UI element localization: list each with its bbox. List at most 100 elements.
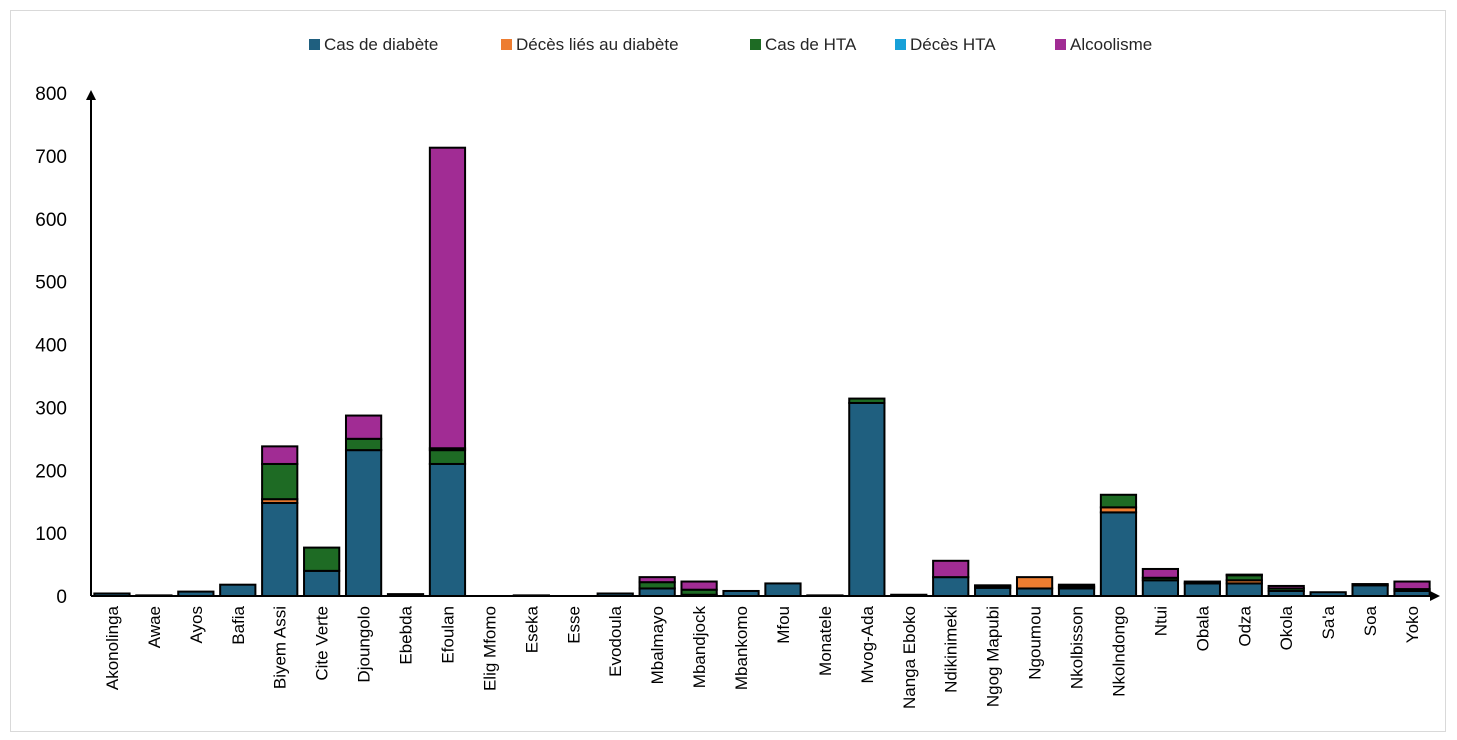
y-tick-label: 200 — [35, 461, 67, 482]
legend-swatch — [750, 39, 761, 50]
bar-segment-cas-de-diabete — [219, 583, 257, 597]
x-category-label: Ndikinimeki — [942, 606, 961, 693]
bar-segment-alcoolisme — [261, 445, 299, 465]
x-category-label: Awae — [145, 606, 164, 648]
bar-group-mvog-ada — [848, 397, 886, 597]
x-category-label: Odza — [1235, 605, 1254, 646]
chart-area: Cas de diabète Décès liés au diabète Cas d… — [10, 10, 1446, 732]
x-category-label: Mvog-Ada — [858, 605, 877, 683]
x-category-label: Ngog Mapubi — [984, 606, 1003, 707]
bars — [93, 146, 1431, 598]
legend-item-deces-hta: Décès HTA — [895, 35, 996, 54]
bar-group-nkolbisson — [1057, 583, 1096, 598]
bar-group-soa — [1351, 583, 1389, 598]
bar-segment-cas-de-diabete — [1099, 511, 1138, 597]
legend-item-alcoolisme: Alcoolisme — [1055, 35, 1152, 54]
bar-group-ngoumou — [1015, 576, 1054, 598]
y-tick-label: 600 — [35, 210, 67, 231]
y-axis-ticks: 0 100 200 300 400 500 600 700 800 — [35, 84, 67, 608]
bar-group-okola — [1267, 584, 1305, 597]
x-category-label: Ntui — [1151, 606, 1170, 636]
bar-segment-alcoolisme — [1225, 573, 1263, 577]
legend-item-cas-de-diabete: Cas de diabète — [309, 35, 438, 54]
bar-segment-alcoolisme — [974, 584, 1012, 587]
y-tick-label: 800 — [35, 84, 67, 105]
bar-segment-alcoolisme — [1267, 584, 1305, 590]
bar-segment-cas-de-hta — [1351, 583, 1389, 587]
legend-swatch — [1055, 39, 1066, 50]
x-category-label: Ebebda — [397, 605, 416, 664]
bar-segment-cas-de-hta — [1099, 493, 1138, 509]
bar-group-mfou — [764, 582, 802, 597]
x-category-label: Monatele — [816, 606, 835, 676]
y-tick-label: 700 — [35, 147, 67, 168]
axes — [86, 90, 1440, 601]
x-category-label: Mbalmayo — [648, 606, 667, 684]
bar-group-bafia — [219, 583, 257, 597]
bar-segment-cas-de-diabete — [303, 569, 341, 597]
bar-segment-alcoolisme — [344, 414, 383, 440]
x-category-label: Mbankomo — [732, 606, 751, 690]
legend-swatch — [895, 39, 906, 50]
bar-segment-cas-de-diabete — [1183, 582, 1221, 597]
bar-segment-cas-de-diabete — [1015, 587, 1054, 598]
bar-group-yoko — [1393, 580, 1431, 597]
bar-segment-alcoolisme — [1057, 583, 1096, 588]
bar-group-ndikinimeki — [932, 559, 970, 598]
x-category-label: Cite Verte — [313, 606, 332, 681]
bar-group-nkolndongo — [1099, 493, 1138, 597]
y-tick-label: 0 — [56, 587, 67, 608]
x-category-label: Bafia — [229, 605, 248, 644]
x-category-label: Obala — [1193, 605, 1212, 651]
x-category-label: Soa — [1361, 605, 1380, 636]
x-category-label: Nanga Eboko — [900, 606, 919, 709]
x-category-label: Ngoumou — [1026, 606, 1045, 680]
bar-group-ngog-mapubi — [974, 584, 1012, 597]
x-category-label: Nkolbisson — [1068, 606, 1087, 689]
x-category-label: Mfou — [774, 606, 793, 644]
bar-segment-cas-de-diabete — [1351, 584, 1389, 598]
bar-group-ntui — [1141, 567, 1180, 597]
legend-item-cas-de-hta: Cas de HTA — [750, 35, 857, 54]
bar-segment-alcoolisme — [1393, 580, 1431, 591]
bar-segment-cas-de-diabete — [974, 586, 1012, 597]
y-tick-label: 300 — [35, 398, 67, 419]
legend-swatch — [501, 39, 512, 50]
y-tick-label: 400 — [35, 336, 67, 357]
bar-group-obala — [1183, 580, 1221, 597]
bar-segment-cas-de-diabete — [1141, 579, 1180, 597]
legend-label: Cas de diabète — [324, 35, 438, 54]
x-category-label: Eseka — [522, 605, 541, 653]
x-category-label: Djoungolo — [355, 606, 374, 683]
bar-segment-cas-de-diabete — [932, 576, 970, 598]
bar-group-cite-verte — [303, 546, 341, 597]
stacked-bar-chart: Cas de diabète Décès liés au diabète Cas d… — [35, 35, 1440, 709]
y-tick-label: 500 — [35, 273, 67, 294]
legend: Cas de diabète Décès liés au diabète Cas d… — [309, 35, 1152, 54]
x-category-label: Evodoula — [606, 605, 625, 676]
legend-swatch — [309, 39, 320, 50]
bar-segment-cas-de-hta — [428, 449, 467, 465]
x-category-label: Biyem Assi — [271, 606, 290, 689]
bar-segment-cas-de-diabete — [638, 587, 676, 598]
bar-group-mbandjock — [680, 580, 718, 597]
bar-segment-alcoolisme — [638, 576, 676, 584]
bar-segment-cas-de-diabete — [1225, 582, 1263, 597]
bar-group-efoulan — [428, 146, 467, 597]
x-category-label: Mbandjock — [690, 606, 709, 689]
legend-label: Alcoolisme — [1070, 35, 1152, 54]
x-category-label: Efoulan — [438, 606, 457, 664]
x-category-label: Akonolinga — [103, 605, 122, 690]
bar-segment-alcoolisme — [428, 146, 467, 450]
bar-segment-alcoolisme — [1141, 567, 1180, 579]
bar-segment-cas-de-diabete — [428, 462, 467, 597]
x-category-label: Esse — [564, 606, 583, 644]
bar-group-odza — [1225, 573, 1263, 597]
x-category-label: Okola — [1277, 605, 1296, 650]
legend-item-deces-lies-au-diabete: Décès liés au diabète — [501, 35, 679, 54]
x-axis-labels: Akonolinga Awae Ayos Bafia Biyem Assi Cite Ve… — [103, 605, 1422, 709]
bar-segment-cas-de-diabete — [1057, 587, 1096, 598]
bar-segment-deces-lies-au-diabete — [1015, 576, 1054, 590]
bar-segment-cas-de-hta — [1183, 580, 1221, 585]
bar-segment-cas-de-diabete — [344, 449, 383, 597]
